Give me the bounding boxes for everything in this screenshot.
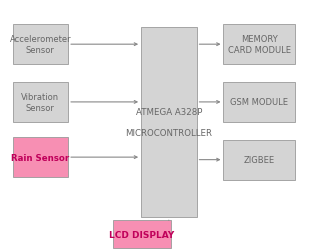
FancyBboxPatch shape (13, 25, 68, 65)
FancyBboxPatch shape (223, 140, 295, 180)
FancyBboxPatch shape (141, 28, 197, 218)
Text: GSM MODULE: GSM MODULE (230, 98, 288, 107)
Text: Rain Sensor: Rain Sensor (11, 153, 69, 162)
Text: ZIGBEE: ZIGBEE (243, 156, 275, 164)
FancyBboxPatch shape (223, 25, 295, 65)
Text: MEMORY
CARD MODULE: MEMORY CARD MODULE (228, 35, 291, 55)
FancyBboxPatch shape (113, 220, 171, 248)
FancyBboxPatch shape (13, 82, 68, 122)
Text: LCD DISPLAY: LCD DISPLAY (109, 230, 174, 239)
FancyBboxPatch shape (13, 138, 68, 177)
FancyBboxPatch shape (223, 82, 295, 122)
Text: ATMEGA A328P

MICROCONTROLLER: ATMEGA A328P MICROCONTROLLER (125, 108, 212, 137)
Text: Accelerometer
Sensor: Accelerometer Sensor (10, 35, 71, 55)
Text: Vibration
Sensor: Vibration Sensor (21, 93, 60, 112)
